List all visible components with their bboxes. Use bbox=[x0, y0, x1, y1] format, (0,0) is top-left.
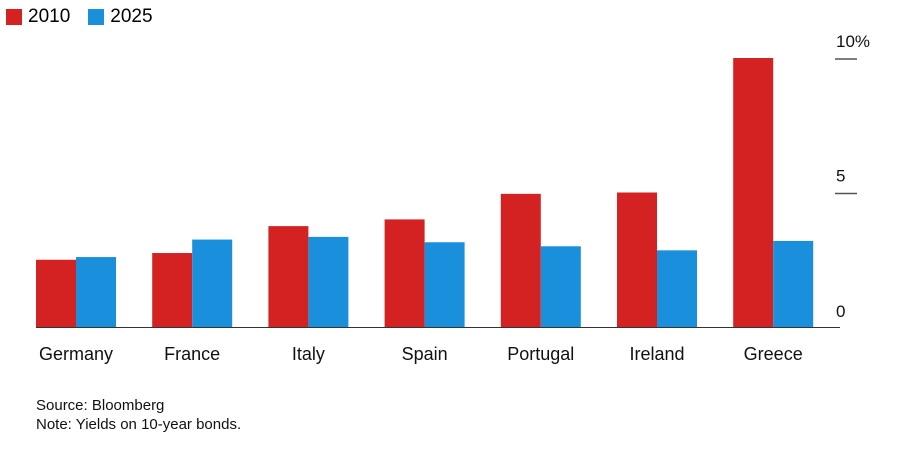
bar-2010-italy bbox=[268, 226, 309, 327]
category-label-italy: Italy bbox=[292, 344, 325, 364]
bar-2010-spain bbox=[384, 219, 425, 327]
category-label-germany: Germany bbox=[39, 344, 113, 364]
source-text: Source: Bloomberg bbox=[36, 397, 165, 414]
bar-2025-spain bbox=[424, 242, 465, 327]
y-tick-label-5: 5 bbox=[836, 167, 845, 186]
category-label-greece: Greece bbox=[744, 344, 803, 364]
category-label-france: France bbox=[164, 344, 220, 364]
bar-2025-portugal bbox=[540, 246, 581, 327]
bar-2010-germany bbox=[36, 259, 76, 327]
bar-2025-ireland bbox=[657, 250, 697, 327]
legend: 2010 2025 bbox=[6, 6, 171, 28]
legend-swatch-2010 bbox=[6, 9, 22, 25]
bar-2025-germany bbox=[76, 257, 116, 327]
category-label-spain: Spain bbox=[402, 344, 448, 364]
category-label-ireland: Ireland bbox=[629, 344, 684, 364]
legend-label-2025: 2025 bbox=[110, 6, 153, 27]
category-label-portugal: Portugal bbox=[507, 344, 574, 364]
bar-2025-greece bbox=[773, 240, 814, 327]
chart-footer: Source: Bloomberg Note: Yields on 10-yea… bbox=[36, 396, 241, 434]
bar-2010-ireland bbox=[617, 192, 657, 327]
note-text: Note: Yields on 10-year bonds. bbox=[36, 416, 242, 433]
legend-label-2010: 2010 bbox=[28, 6, 71, 27]
bar-2010-france bbox=[152, 253, 193, 327]
y-tick-label-10: 10% bbox=[836, 32, 870, 51]
legend-swatch-2025 bbox=[88, 9, 105, 25]
legend-item-2010: 2010 bbox=[6, 6, 70, 28]
bar-2010-portugal bbox=[500, 193, 541, 327]
bar-2025-italy bbox=[308, 236, 349, 327]
y-tick-label-0: 0 bbox=[836, 302, 845, 321]
bar-2010-greece bbox=[733, 58, 774, 327]
bar-2025-france bbox=[192, 239, 233, 327]
legend-item-2025: 2025 bbox=[88, 6, 153, 28]
